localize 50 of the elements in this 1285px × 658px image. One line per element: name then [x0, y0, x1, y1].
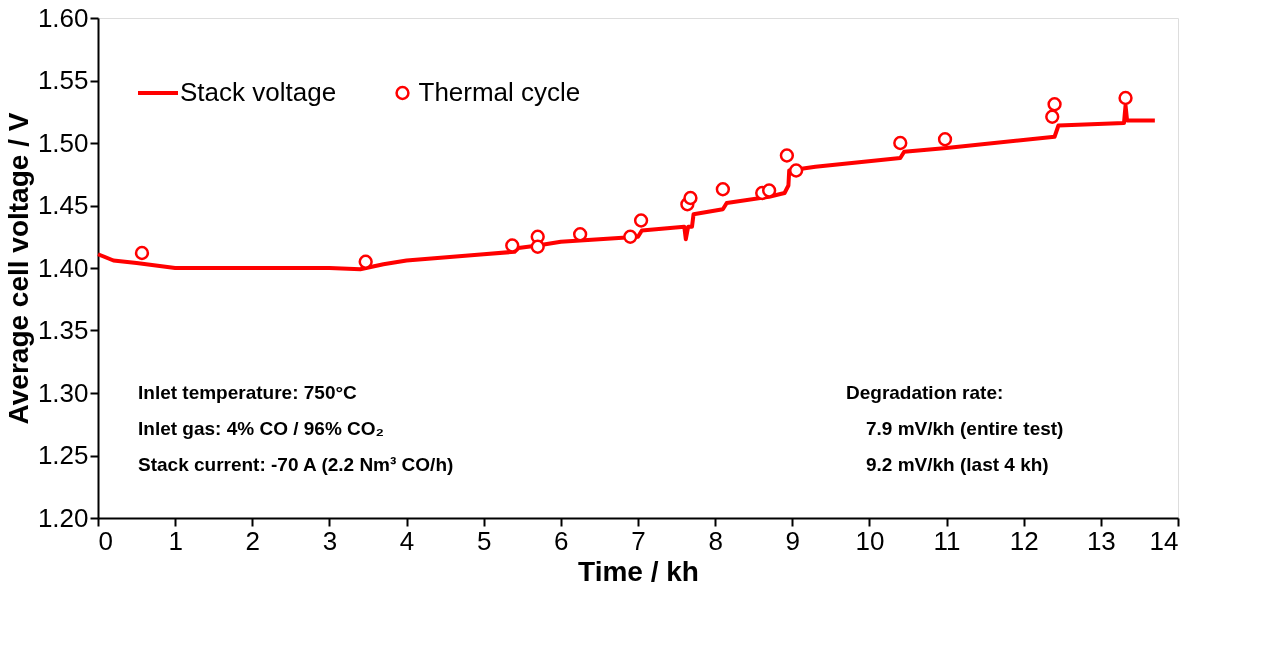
x-axis-title: Time / kh — [578, 555, 699, 587]
point — [1047, 97, 1062, 112]
x-tick-label: 4 — [399, 525, 415, 556]
annotation: Degradation rate: — [846, 382, 1004, 403]
point — [1118, 90, 1133, 106]
point — [779, 148, 795, 163]
point — [683, 190, 698, 206]
y-tick-label: 1.20 — [37, 502, 89, 533]
point — [623, 229, 638, 244]
annotation: Inlet temperature: 750°C — [138, 382, 358, 403]
y-axis-title: Average cell voltage / V — [2, 112, 34, 425]
x-tick-label: 12 — [1009, 525, 1039, 556]
annotation: Stack current: -70 A (2.2 Nm³ CO/h) — [138, 454, 454, 475]
x-tick-label: 9 — [785, 525, 801, 556]
x-tick-label: 7 — [631, 525, 646, 556]
y-tick-label: 1.35 — [37, 315, 89, 345]
x-tick-label: 0 — [98, 525, 113, 556]
x-tick-label: 3 — [322, 525, 338, 556]
point — [937, 132, 953, 147]
x-tick-label: 11 — [933, 525, 961, 556]
y-tick-label: 1.50 — [37, 127, 89, 158]
y-tick-label: 1.25 — [37, 440, 89, 470]
point — [893, 135, 908, 151]
point — [505, 238, 520, 253]
legend-label: Stack voltage — [180, 77, 337, 107]
annotation: 7.9 mV/kh (entire test) — [866, 418, 1064, 439]
y-tick-label: 1.40 — [37, 252, 89, 283]
x-tick-label: 5 — [476, 525, 492, 556]
x-tick-label: 8 — [708, 525, 723, 556]
point — [358, 254, 373, 269]
x-tick-label: 14 — [1149, 525, 1179, 556]
y-tick-label: 1.45 — [37, 190, 89, 220]
y-tick-label: 1.60 — [37, 2, 89, 33]
point — [761, 183, 777, 198]
point — [134, 245, 150, 261]
point — [530, 239, 545, 254]
annotation: 9.2 mV/kh (last 4 kh) — [866, 454, 1049, 475]
point — [788, 163, 804, 178]
x-tick-label: 10 — [855, 525, 885, 556]
point — [1045, 109, 1060, 124]
x-tick-label: 13 — [1086, 525, 1116, 556]
x-tick-label: 1 — [168, 525, 183, 556]
y-tick-label: 1.55 — [37, 65, 89, 95]
x-tick-label: 6 — [554, 525, 569, 556]
annotation: Inlet gas: 4% CO / 96% CO₂ — [138, 418, 385, 439]
legend-label: Thermal cycle — [418, 77, 581, 107]
x-tick-label: 2 — [245, 525, 261, 556]
point — [633, 213, 649, 228]
point — [715, 182, 731, 197]
y-tick-label: 1.30 — [37, 377, 89, 408]
